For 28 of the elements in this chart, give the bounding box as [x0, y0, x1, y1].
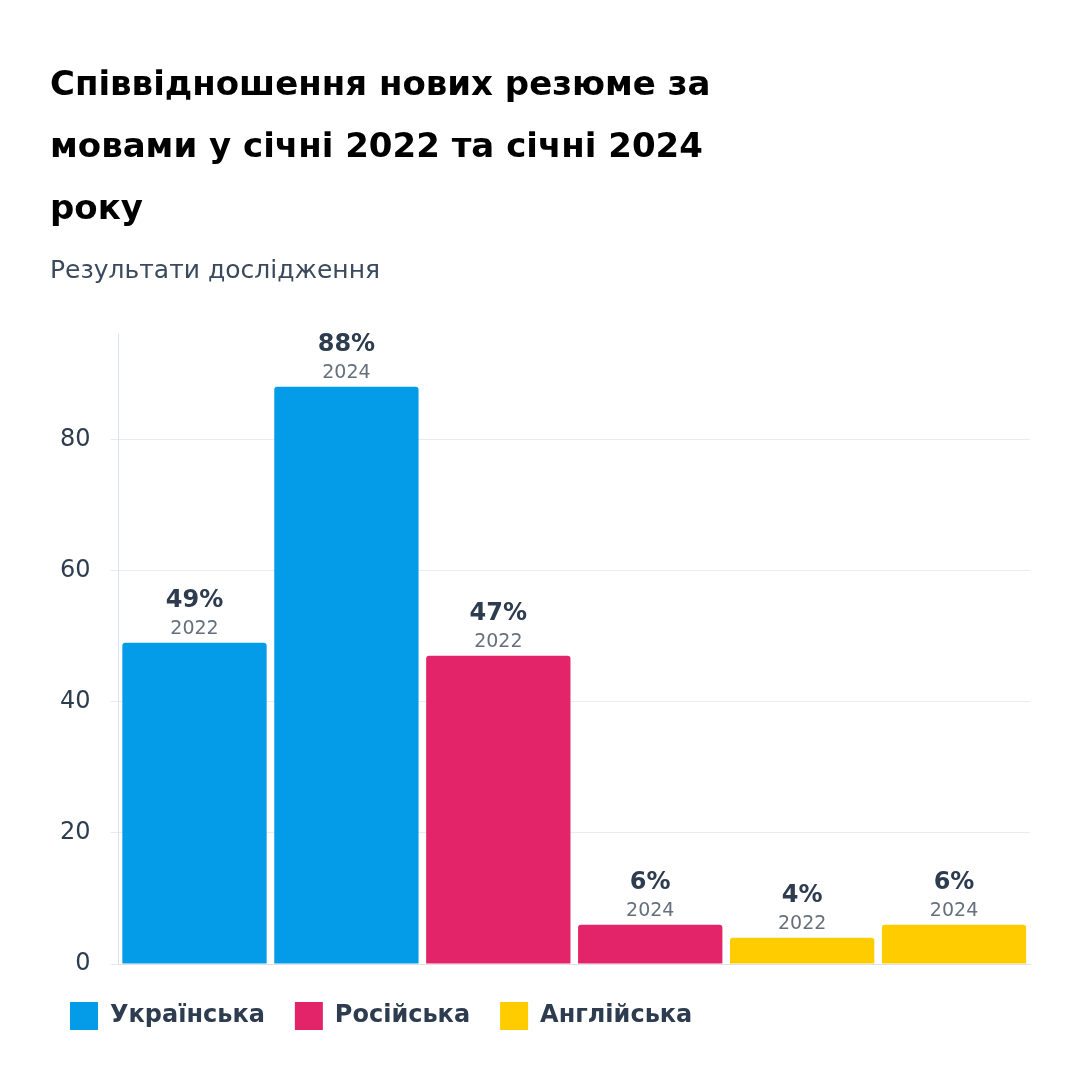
- data-label: 4%: [781, 880, 823, 908]
- x-tick-label: 2024: [322, 359, 371, 382]
- x-tick-label: 2022: [777, 910, 827, 933]
- bar: [122, 642, 267, 964]
- chart-subtitle: Результати дослідження: [50, 255, 381, 284]
- y-tick-label: 60: [59, 554, 91, 583]
- data-label: 88%: [317, 329, 376, 358]
- x-tick-label: 2022: [474, 628, 523, 651]
- x-tick-label: 2024: [626, 897, 675, 920]
- data-label: 47%: [469, 597, 528, 626]
- legend-label: Російська: [334, 1000, 471, 1029]
- bar: [578, 924, 723, 964]
- y-tick-label: 40: [59, 685, 91, 714]
- legend-label: Англійська: [540, 1000, 693, 1029]
- bar: [426, 655, 571, 964]
- data-label: 6%: [933, 866, 975, 895]
- chart-title: Співвідношення нових резюме за мовами у січні 2022 та січні 2024 року: [50, 62, 712, 229]
- bar: [881, 924, 1027, 964]
- y-tick-label: 20: [59, 817, 91, 846]
- x-tick-label: 2024: [929, 897, 979, 920]
- bar: [729, 937, 875, 964]
- data-label: 49%: [165, 584, 224, 613]
- y-tick-label: 0: [75, 948, 91, 977]
- legend-label: Українська: [110, 1000, 265, 1029]
- y-tick-label: 80: [59, 423, 91, 452]
- data-label: 6%: [629, 866, 671, 895]
- bar: [274, 386, 419, 964]
- x-tick-label: 2022: [170, 615, 219, 638]
